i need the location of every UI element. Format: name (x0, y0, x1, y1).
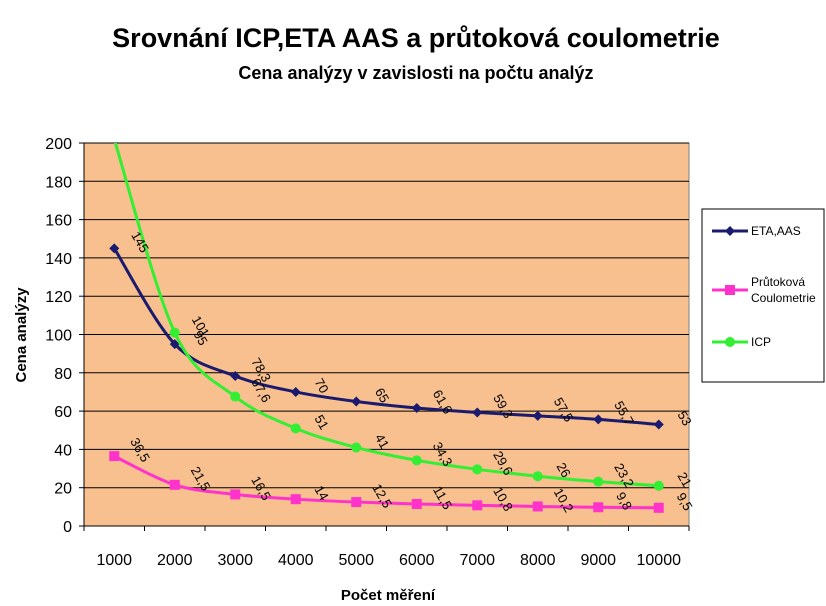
y-tick-label: 200 (45, 136, 72, 153)
data-point (290, 423, 301, 434)
data-point (593, 476, 604, 487)
data-point (532, 410, 543, 421)
data-point (290, 494, 301, 505)
chart-title: Srovnání ICP,ETA AAS a průtoková coulome… (112, 23, 720, 53)
data-point (351, 396, 362, 407)
data-point (411, 403, 422, 414)
data-point (532, 471, 543, 482)
data-point (593, 502, 604, 513)
series-line (113, 454, 659, 510)
x-tick-label: 7000 (459, 552, 495, 569)
legend-label: Coulometrie (751, 291, 816, 305)
y-tick-label: 160 (45, 213, 72, 230)
data-label: 51 (312, 412, 332, 432)
data-point (351, 442, 362, 453)
x-tick-labels: 1000 2000 3000 4000 5000 6000 7000 8000 9000 1000… (83, 526, 690, 569)
x-tick-label: 6000 (399, 552, 435, 569)
data-point (653, 480, 664, 491)
data-label: 65 (372, 385, 392, 405)
data-point (230, 391, 241, 402)
data-point (230, 489, 241, 500)
y-tick-label: 20 (54, 481, 72, 498)
y-tick-label: 120 (45, 289, 72, 306)
data-point (532, 501, 543, 512)
x-axis-title: Počet měření (341, 587, 436, 604)
x-tick-label: 2000 (157, 552, 193, 569)
data-point (593, 414, 604, 425)
legend-label: ETA,AAS (751, 224, 801, 238)
x-tick-label: 4000 (278, 552, 314, 569)
data-point (472, 500, 483, 511)
legend-marker (725, 226, 735, 236)
data-point (109, 451, 120, 462)
data-point (351, 497, 362, 508)
y-tick-label: 60 (54, 404, 72, 421)
data-label: 70 (312, 376, 332, 396)
data-point (169, 327, 180, 338)
legend: ETA,AAS Průtoková Coulometrie ICP (701, 208, 825, 383)
data-label: 14 (312, 483, 332, 503)
y-tick-labels: 0 20 40 60 80 100 120 140 160 180 200 (45, 136, 84, 536)
series-lines (109, 143, 664, 513)
x-tick-label: 8000 (520, 552, 556, 569)
data-label: 95 (191, 328, 211, 348)
data-point (109, 243, 120, 254)
series-3 (113, 143, 664, 491)
y-axis-title: Cena analýzy (13, 287, 30, 383)
legend-marker (725, 285, 735, 295)
y-tick-label: 180 (45, 174, 72, 191)
data-label: 53 (675, 408, 695, 428)
data-point (411, 455, 422, 466)
y-tick-label: 40 (54, 442, 72, 459)
data-point (169, 339, 180, 350)
legend-box (701, 208, 825, 383)
y-tick-label: 0 (63, 519, 72, 536)
data-label: 41 (372, 431, 392, 451)
data-point (290, 386, 301, 397)
chart-subtitle: Cena analýzy v zavislosti na počtu analý… (238, 63, 593, 83)
data-point (653, 502, 664, 513)
y-tick-label: 140 (45, 251, 72, 268)
x-tick-label: 5000 (338, 552, 374, 569)
y-tick-label: 80 (54, 366, 72, 383)
legend-label: Průtoková (751, 275, 805, 289)
data-point (169, 479, 180, 490)
data-point (472, 464, 483, 475)
legend-marker (725, 337, 735, 347)
y-tick-label: 100 (45, 328, 72, 345)
data-point (411, 498, 422, 509)
data-point (230, 371, 241, 382)
x-tick-label: 3000 (217, 552, 253, 569)
x-tick-label: 9000 (580, 552, 616, 569)
data-label: 26 (554, 460, 574, 480)
series-2 (109, 451, 664, 513)
data-point (472, 407, 483, 418)
legend-label: ICP (751, 335, 771, 349)
x-tick-label: 10000 (637, 552, 682, 569)
data-label: 21 (675, 470, 695, 490)
data-point (653, 419, 664, 430)
x-tick-label: 1000 (96, 552, 132, 569)
